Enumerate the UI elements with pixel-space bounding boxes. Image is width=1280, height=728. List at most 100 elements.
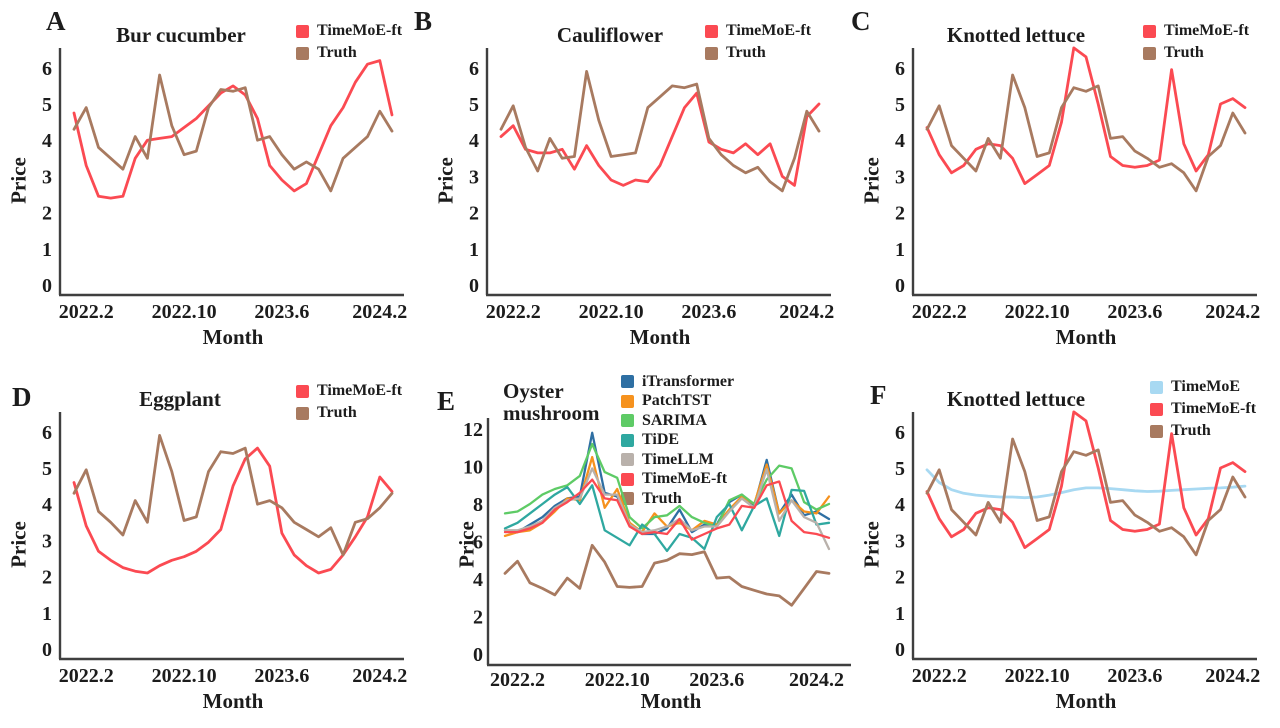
legend: iTransformer PatchTST SARIMA TiDE TimeLLM Tim… xyxy=(621,372,734,509)
legend-item: TiDE xyxy=(621,431,734,451)
legend-item: PatchTST xyxy=(621,392,734,412)
x-tick-label: 2022.10 xyxy=(579,301,644,323)
x-axis-label: Month xyxy=(1055,325,1117,349)
x-tick-label: 2023.6 xyxy=(689,669,744,691)
panel-letter: B xyxy=(414,6,433,36)
y-tick-label: 2 xyxy=(473,607,483,629)
x-tick-label: 2022.10 xyxy=(585,669,650,691)
y-tick-label: 1 xyxy=(42,239,52,261)
y-tick-label: 0 xyxy=(42,275,52,297)
series-line-Truth xyxy=(499,70,821,193)
y-tick-label: 6 xyxy=(473,532,483,554)
x-tick-label: 2024.2 xyxy=(789,669,844,691)
legend-label: Truth xyxy=(317,404,357,421)
legend-label: SARIMA xyxy=(642,411,707,429)
y-tick-label: 5 xyxy=(42,458,52,480)
legend-item: TimeMoE-ft xyxy=(705,20,811,42)
series-line-TimeMoE-ft xyxy=(925,410,1247,550)
line-chart: 0 1 2 3 4 5 6 2022.2 2022.10 2023.6 2024.2 xyxy=(469,48,834,323)
series-line-Truth xyxy=(925,437,1247,557)
y-tick-label: 2 xyxy=(895,567,905,589)
legend-swatch-icon xyxy=(621,414,634,428)
y-tick-label: 0 xyxy=(895,275,905,297)
legend-item: TimeMoE-ft xyxy=(1143,20,1249,42)
series-line-SARIMA xyxy=(503,442,831,530)
series-line-TimeMoE-ft xyxy=(72,446,394,575)
x-tick-label: 2024.2 xyxy=(352,665,407,687)
legend-item: Truth xyxy=(705,42,811,64)
legend-swatch-icon xyxy=(296,24,309,38)
panel-f: F Knotted lettuce TimeMoE TimeMoE-ft Truth… xyxy=(853,364,1280,728)
x-tick-label: 2024.2 xyxy=(1205,301,1260,323)
panel-c: C Knotted lettuce TimeMoE-ft Truth Price … xyxy=(851,0,1280,364)
line-chart: 0 1 2 3 4 5 6 2022.2 2022.10 2023.6 2024.2 xyxy=(42,48,407,323)
y-tick-label: 4 xyxy=(42,130,52,152)
series-line-TimeMoE xyxy=(925,468,1247,500)
panel-letter: A xyxy=(46,6,66,36)
panel-letter: D xyxy=(12,382,32,412)
y-tick-label: 6 xyxy=(42,58,52,80)
legend-label: TiDE xyxy=(642,431,680,449)
y-tick-label: 4 xyxy=(42,494,52,516)
legend-label: PatchTST xyxy=(642,392,712,410)
legend-item: Truth xyxy=(296,42,402,64)
panel-title: Bur cucumber xyxy=(116,23,246,47)
x-tick-label: 2022.2 xyxy=(486,301,541,323)
panel-d: D Eggplant TimeMoE-ft Truth Price Month 0… xyxy=(0,364,427,728)
line-chart: 0 1 2 3 4 5 6 2022.2 2022.10 2023.6 2024.2 xyxy=(42,412,407,687)
y-tick-label: 6 xyxy=(42,422,52,444)
y-tick-label: 2 xyxy=(42,203,52,225)
y-tick-label: 4 xyxy=(473,569,483,591)
panel-title: Knotted lettuce xyxy=(946,23,1086,47)
legend-item: TimeMoE-ft xyxy=(621,470,734,490)
panel-title: Cauliflower xyxy=(556,23,664,47)
y-tick-label: 10 xyxy=(463,457,483,479)
series-line-TiDE xyxy=(503,484,831,553)
y-tick-label: 2 xyxy=(469,203,479,225)
series-line-Truth xyxy=(925,73,1247,193)
panel-letter: C xyxy=(851,6,871,36)
y-tick-label: 0 xyxy=(42,639,52,661)
x-tick-label: 2024.2 xyxy=(352,301,407,323)
panel-a: A Bur cucumber TimeMoE-ft Truth Price Mon… xyxy=(0,0,427,364)
x-tick-label: 2024.2 xyxy=(1205,665,1260,687)
x-tick-label: 2022.2 xyxy=(59,665,114,687)
panel-title: Knotted lettuce xyxy=(946,387,1086,411)
y-tick-label: 3 xyxy=(42,530,52,552)
x-tick-label: 2024.2 xyxy=(779,301,834,323)
legend-swatch-icon xyxy=(621,453,634,467)
y-tick-label: 0 xyxy=(473,644,483,666)
panel-letter: E xyxy=(437,386,456,416)
x-axis-label: Month xyxy=(202,689,264,713)
legend-label: Truth xyxy=(1164,44,1204,61)
legend-label: Truth xyxy=(317,44,357,61)
x-tick-label: 2023.6 xyxy=(681,301,736,323)
y-tick-label: 6 xyxy=(895,58,905,80)
legend-item: SARIMA xyxy=(621,411,734,431)
series-line-TimeLLM xyxy=(503,467,831,551)
y-tick-label: 5 xyxy=(42,94,52,116)
legend-label: Truth xyxy=(1171,422,1211,439)
panel-b: B Cauliflower TimeMoE-ft Truth Price Mont… xyxy=(414,0,854,364)
y-tick-label: 12 xyxy=(463,419,483,441)
y-tick-label: 3 xyxy=(42,166,52,188)
series-line-TimeMoE-ft xyxy=(925,46,1247,186)
y-tick-label: 5 xyxy=(895,458,905,480)
y-tick-label: 3 xyxy=(895,166,905,188)
legend: TimeMoE-ft Truth xyxy=(296,20,402,64)
legend-item: TimeMoE-ft xyxy=(296,20,402,42)
series-line-Truth xyxy=(503,543,831,607)
legend-item: Truth xyxy=(1150,420,1256,442)
legend-swatch-icon xyxy=(705,46,718,60)
x-axis-label: Month xyxy=(1055,689,1117,713)
y-tick-label: 6 xyxy=(895,422,905,444)
x-tick-label: 2023.6 xyxy=(1107,665,1162,687)
legend-item: Truth xyxy=(1143,42,1249,64)
y-tick-label: 4 xyxy=(469,130,479,152)
legend-label: iTransformer xyxy=(642,372,735,390)
panel-title: Oyster mushroom xyxy=(503,379,600,425)
legend-swatch-icon xyxy=(296,406,309,420)
legend: TimeMoE-ft Truth xyxy=(705,20,811,64)
legend-item: Truth xyxy=(296,402,402,424)
